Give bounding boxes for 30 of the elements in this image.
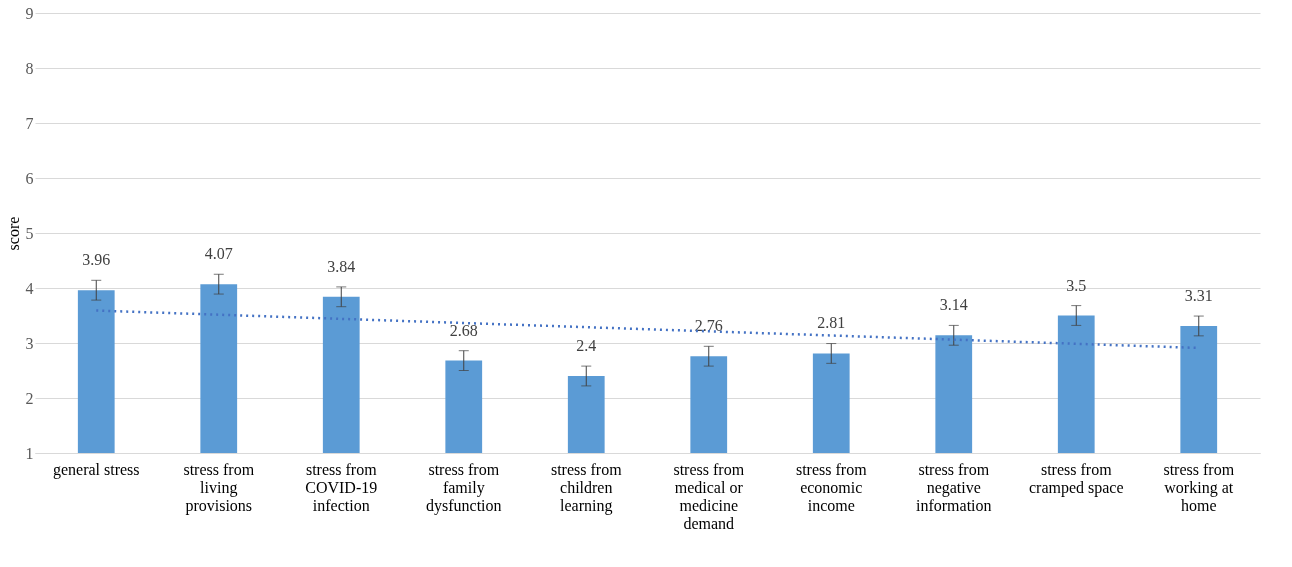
x-tick-label: stress from negative information (915, 460, 992, 514)
data-label: 3.31 (1184, 286, 1213, 304)
data-label: 3.96 (82, 251, 111, 269)
data-label: 3.5 (1066, 276, 1087, 294)
x-tick-label: stress from economic income (795, 460, 868, 514)
data-label: 2.76 (694, 317, 723, 335)
x-tick-label: stress from cramped space (1028, 460, 1124, 497)
x-tick-label: stress from living provisions (183, 460, 255, 515)
x-tick-label: stress from children learning (550, 460, 623, 515)
y-tick-label: 1 (25, 444, 34, 462)
y-axis-title: score (4, 216, 22, 251)
x-tick-label: stress from working at home (1163, 460, 1235, 514)
data-label: 4.07 (204, 245, 233, 263)
y-tick-label: 8 (25, 59, 34, 77)
data-label: 3.84 (327, 257, 356, 275)
x-tick-label: general stress (52, 460, 140, 479)
y-tick-label: 5 (25, 224, 34, 242)
data-label: 3.14 (939, 296, 968, 314)
data-label: 2.81 (817, 314, 846, 332)
y-tick-label: 3 (25, 334, 34, 352)
y-tick-label: 6 (25, 169, 34, 187)
y-tick-label: 4 (25, 279, 34, 297)
y-tick-label: 2 (25, 389, 34, 407)
y-tick-label: 7 (25, 114, 34, 132)
x-tick-label: stress from medical or medicine demand (673, 460, 745, 532)
x-tick-label: stress from COVID-19 infection (305, 460, 378, 514)
data-label: 2.68 (449, 321, 478, 339)
y-tick-label: 9 (25, 4, 34, 22)
data-label: 2.4 (576, 337, 597, 354)
x-tick-label: stress from family dysfunction (425, 460, 502, 515)
